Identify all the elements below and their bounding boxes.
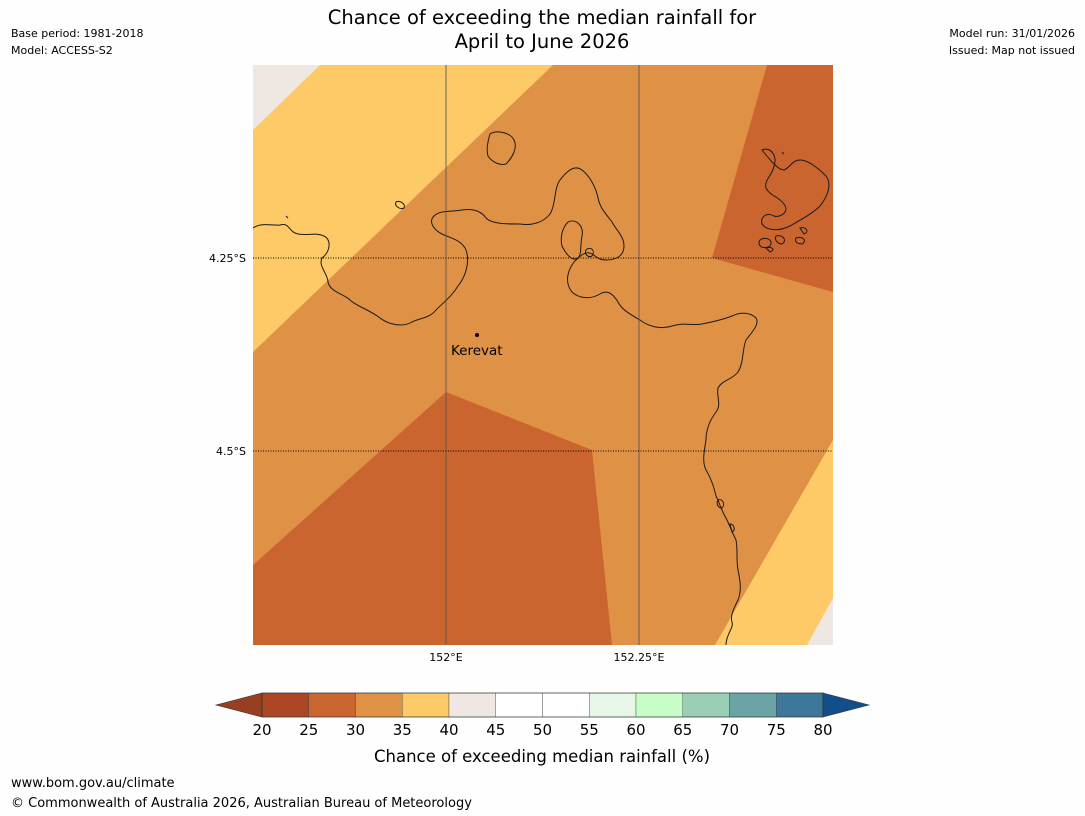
model-run-text: Model run: 31/01/2026 xyxy=(949,27,1075,40)
region-prob-25-30-southwest xyxy=(253,392,612,645)
colorbar-bin-25-30 xyxy=(308,692,356,718)
colorbar-bin-50-55 xyxy=(542,692,590,718)
colorbar-bins xyxy=(261,692,824,718)
colorbar-tick-75: 75 xyxy=(767,721,786,739)
colorbar-tick-45: 45 xyxy=(486,721,505,739)
region-prob-40-45-northwest xyxy=(253,65,320,130)
footer-url[interactable]: www.bom.gov.au/climate xyxy=(11,776,175,791)
colorbar-tick-50: 50 xyxy=(533,721,552,739)
coastline xyxy=(253,131,830,645)
colorbar-bin-35-40 xyxy=(402,692,450,718)
colorbar-bin-55-60 xyxy=(589,692,637,718)
footer: www.bom.gov.au/climate © Commonwealth of… xyxy=(11,774,472,814)
issued-text: Issued: Map not issued xyxy=(948,44,1075,57)
colorbar-outline xyxy=(261,692,824,718)
lat-label-4-25s: 4.25°S xyxy=(209,252,246,265)
map-title: Chance of exceeding the median rainfall … xyxy=(242,6,842,54)
colorbar-tick-20: 20 xyxy=(252,721,271,739)
colorbar-bin-45-50 xyxy=(495,692,543,718)
base-period-text: Base period: 1981-2018 xyxy=(11,27,144,40)
lon-label-152-25e: 152.25°E xyxy=(614,651,665,664)
colorbar-tick-60: 60 xyxy=(626,721,645,739)
colorbar-bin-40-45 xyxy=(448,692,496,718)
region-prob-25-30-northeast xyxy=(712,65,833,292)
lat-label-4-5s: 4.5°S xyxy=(216,445,246,458)
kerevat-label: Kerevat xyxy=(451,343,503,359)
colorbar-tick-40: 40 xyxy=(439,721,458,739)
colorbar-tick-30: 30 xyxy=(346,721,365,739)
meta-right: Model run: 31/01/2026 Issued: Map not is… xyxy=(949,25,1075,59)
colorbar-tick-35: 35 xyxy=(393,721,412,739)
model-text: Model: ACCESS-S2 xyxy=(11,44,113,57)
colorbar-tick-55: 55 xyxy=(580,721,599,739)
colorbar-under-arrow xyxy=(214,692,263,718)
colorbar-bin-30-35 xyxy=(355,692,403,718)
region-prob-35-40-southeast xyxy=(715,440,833,645)
colorbar: 20 25 30 35 40 45 50 55 60 65 70 75 80 Chance of exc… xyxy=(214,692,871,766)
region-prob-40-45-southeast xyxy=(807,598,833,645)
graticule xyxy=(253,65,833,645)
meta-left: Base period: 1981-2018 Model: ACCESS-S2 xyxy=(11,25,143,59)
kerevat-marker xyxy=(475,333,479,337)
title-line-1: Chance of exceeding the median rainfall … xyxy=(327,6,757,29)
colorbar-tick-80: 80 xyxy=(813,721,832,739)
title-line-2: April to June 2026 xyxy=(454,30,630,53)
colorbar-tick-labels: 20 25 30 35 40 45 50 55 60 65 70 75 80 xyxy=(252,721,832,739)
colorbar-bin-60-65 xyxy=(635,692,683,718)
footer-copyright: © Commonwealth of Australia 2026, Austra… xyxy=(11,796,472,811)
map-area: Kerevat xyxy=(253,65,833,645)
colorbar-tick-65: 65 xyxy=(673,721,692,739)
lon-label-152e: 152°E xyxy=(429,651,462,664)
colorbar-bin-20-25 xyxy=(261,692,309,718)
colorbar-tick-25: 25 xyxy=(299,721,318,739)
colorbar-bin-65-70 xyxy=(682,692,730,718)
colorbar-over-arrow xyxy=(822,692,871,718)
colorbar-title: Chance of exceeding median rainfall (%) xyxy=(374,747,710,766)
colorbar-tick-70: 70 xyxy=(720,721,739,739)
colorbar-bin-75-80 xyxy=(776,692,824,718)
colorbar-bin-70-75 xyxy=(729,692,777,718)
